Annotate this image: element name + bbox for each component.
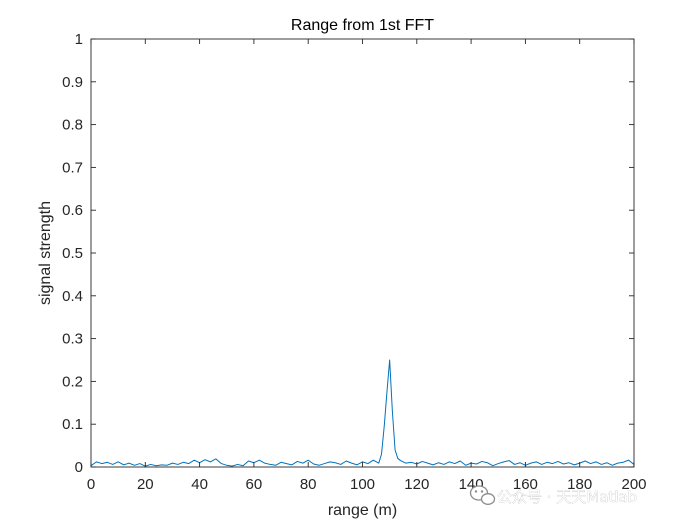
y-tick-label: 0.2 [62,373,83,390]
y-tick-label: 0.1 [62,416,83,433]
y-axis-label: signal strength [37,201,54,305]
y-tick-label: 0.8 [62,117,83,134]
y-tick-label: 0.9 [62,74,83,91]
y-tick-label: 0.3 [62,331,83,348]
x-tick-label: 80 [300,476,317,493]
series-line [90,359,635,467]
chart-title: Range from 1st FFT [291,17,434,34]
y-tick-label: 0.7 [62,159,83,176]
x-tick-label: 60 [246,476,263,493]
x-tick-label: 100 [350,476,375,493]
watermark: 公众号 · 天天Matlab [469,485,637,506]
x-axis-label: range (m) [328,502,397,519]
x-tick-label: 20 [137,476,154,493]
x-tick-label: 120 [404,476,429,493]
x-tick-label: 200 [621,476,646,493]
wechat-icon [469,485,496,505]
x-tick-label: 180 [567,476,592,493]
watermark-text: 公众号 · 天天Matlab [497,488,637,506]
y-tick-label: 0 [75,459,83,476]
y-axis: 0 0.1 0.2 0.3 0.4 0.5 0.6 0.7 0.8 0.9 1 [62,31,634,476]
x-tick-label: 0 [87,476,95,493]
y-tick-label: 1 [75,31,83,48]
y-tick-label: 0.5 [62,245,83,262]
x-tick-label: 160 [513,476,538,493]
plot-area [91,39,634,467]
y-tick-label: 0.4 [62,288,83,305]
x-tick-label: 40 [191,476,208,493]
y-tick-label: 0.6 [62,202,83,219]
series-layer [90,359,635,467]
